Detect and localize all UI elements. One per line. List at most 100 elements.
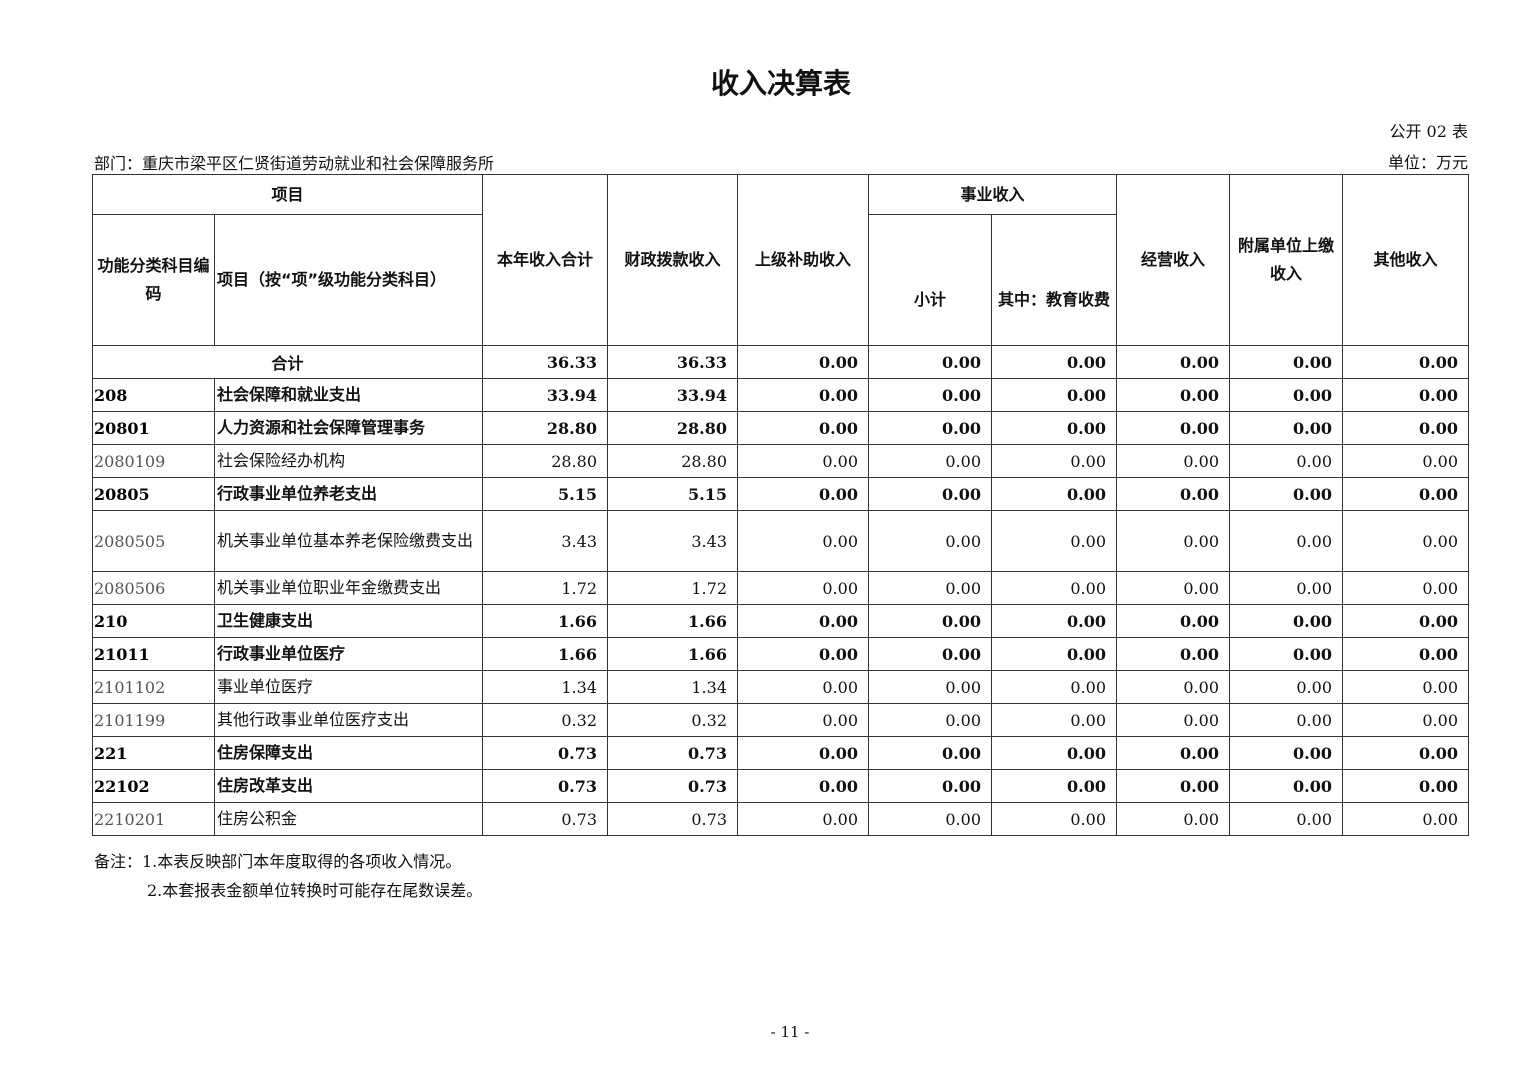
row-value: 1.66 xyxy=(482,604,608,638)
row-code: 22102 xyxy=(92,769,215,803)
row-value: 0.00 xyxy=(868,477,992,511)
income-table: 项目 本年收入合计 财政拨款收入 上级补助收入 事业收入 经营收入 附属单位上缴… xyxy=(92,174,1469,836)
row-value: 0.00 xyxy=(1342,670,1469,704)
row-value: 0.00 xyxy=(1116,670,1230,704)
row-value: 0.00 xyxy=(1229,571,1343,605)
note-1: 备注：1.本表反映部门本年度取得的各项收入情况。 xyxy=(94,852,462,871)
row-value: 0.00 xyxy=(737,411,869,445)
row-value: 0.73 xyxy=(482,769,608,803)
row-code: 20801 xyxy=(92,411,215,445)
table-row: 21011 行政事业单位医疗 1.66 1.66 0.00 0.00 0.00 0.00 0.0… xyxy=(92,637,1469,671)
row-value: 0.00 xyxy=(737,703,869,737)
table-row: 2101199 其他行政事业单位医疗支出 0.32 0.32 0.00 0.00 0.00 0… xyxy=(92,703,1469,737)
row-name: 住房公积金 xyxy=(214,802,483,836)
row-value: 1.72 xyxy=(607,571,738,605)
row-name: 人力资源和社会保障管理事务 xyxy=(214,411,483,445)
total-value: 0.00 xyxy=(868,345,992,379)
header-superior: 上级补助收入 xyxy=(737,174,869,346)
header-item: 项目 xyxy=(92,174,483,215)
row-code: 2080505 xyxy=(92,510,215,572)
row-value: 0.00 xyxy=(868,411,992,445)
header-code: 功能分类科目编码 xyxy=(92,214,215,346)
row-value: 0.73 xyxy=(482,802,608,836)
row-value: 0.73 xyxy=(607,736,738,770)
row-value: 1.34 xyxy=(482,670,608,704)
row-value: 0.00 xyxy=(1116,477,1230,511)
row-value: 0.00 xyxy=(1116,378,1230,412)
row-code: 208 xyxy=(92,378,215,412)
total-value: 0.00 xyxy=(1116,345,1230,379)
row-value: 28.80 xyxy=(482,411,608,445)
row-value: 0.00 xyxy=(737,444,869,478)
table-row: 2080505 机关事业单位基本养老保险缴费支出 3.43 3.43 0.00 0.00 0… xyxy=(92,510,1469,572)
header-total: 本年收入合计 xyxy=(482,174,608,346)
page-title: 收入决算表 xyxy=(710,67,851,100)
row-code: 2210201 xyxy=(92,802,215,836)
row-value: 0.00 xyxy=(991,477,1117,511)
row-value: 5.15 xyxy=(482,477,608,511)
header-affiliated: 附属单位上缴收入 xyxy=(1229,174,1343,346)
row-value: 0.00 xyxy=(991,637,1117,671)
total-value: 0.00 xyxy=(737,345,869,379)
row-value: 1.72 xyxy=(482,571,608,605)
row-value: 0.73 xyxy=(482,736,608,770)
table-row: 210 卫生健康支出 1.66 1.66 0.00 0.00 0.00 0.00 0.00 0.0… xyxy=(92,604,1469,638)
row-value: 0.00 xyxy=(991,736,1117,770)
row-value: 0.00 xyxy=(868,802,992,836)
row-value: 0.00 xyxy=(1229,477,1343,511)
row-value: 0.00 xyxy=(1116,604,1230,638)
row-value: 0.00 xyxy=(991,769,1117,803)
row-value: 0.00 xyxy=(737,510,869,572)
row-value: 0.00 xyxy=(1342,477,1469,511)
row-value: 3.43 xyxy=(482,510,608,572)
row-value: 0.00 xyxy=(1342,703,1469,737)
row-value: 0.00 xyxy=(1116,703,1230,737)
row-code: 2101102 xyxy=(92,670,215,704)
row-value: 28.80 xyxy=(607,444,738,478)
row-name: 机关事业单位职业年金缴费支出 xyxy=(214,571,483,605)
row-value: 0.00 xyxy=(991,604,1117,638)
row-value: 3.43 xyxy=(607,510,738,572)
form-number: 公开 02 表 xyxy=(1389,122,1468,141)
total-value: 0.00 xyxy=(1229,345,1343,379)
row-value: 0.00 xyxy=(868,637,992,671)
unit-label: 单位：万元 xyxy=(1387,153,1468,172)
row-name: 其他行政事业单位医疗支出 xyxy=(214,703,483,737)
row-code: 221 xyxy=(92,736,215,770)
row-value: 0.00 xyxy=(1229,444,1343,478)
row-value: 0.00 xyxy=(868,378,992,412)
row-name: 住房改革支出 xyxy=(214,769,483,803)
row-value: 0.00 xyxy=(991,378,1117,412)
row-value: 0.00 xyxy=(1342,444,1469,478)
row-code: 2080506 xyxy=(92,571,215,605)
row-value: 0.00 xyxy=(737,604,869,638)
table-row: 221 住房保障支出 0.73 0.73 0.00 0.00 0.00 0.00 0.00 0.0… xyxy=(92,736,1469,770)
header-business: 事业收入 xyxy=(868,174,1117,215)
row-name: 行政事业单位医疗 xyxy=(214,637,483,671)
total-value: 0.00 xyxy=(1342,345,1469,379)
row-value: 0.00 xyxy=(1342,637,1469,671)
row-code: 2101199 xyxy=(92,703,215,737)
total-label: 合计 xyxy=(92,345,483,379)
row-value: 0.00 xyxy=(1229,604,1343,638)
row-value: 33.94 xyxy=(607,378,738,412)
row-value: 0.00 xyxy=(1229,411,1343,445)
row-value: 0.00 xyxy=(868,736,992,770)
row-value: 0.00 xyxy=(1342,769,1469,803)
row-value: 0.00 xyxy=(1342,604,1469,638)
row-value: 0.00 xyxy=(1342,736,1469,770)
row-value: 0.00 xyxy=(1116,571,1230,605)
row-value: 1.34 xyxy=(607,670,738,704)
total-value: 36.33 xyxy=(482,345,608,379)
row-value: 0.00 xyxy=(868,604,992,638)
note-2: 2.本套报表金额单位转换时可能存在尾数误差。 xyxy=(147,881,483,900)
table-row: 2210201 住房公积金 0.73 0.73 0.00 0.00 0.00 0.00 0.00… xyxy=(92,802,1469,836)
department-label: 部门：重庆市梁平区仁贤街道劳动就业和社会保障服务所 xyxy=(94,154,495,173)
row-value: 28.80 xyxy=(607,411,738,445)
row-name: 社会保险经办机构 xyxy=(214,444,483,478)
row-value: 0.00 xyxy=(1116,510,1230,572)
row-value: 0.00 xyxy=(1342,571,1469,605)
row-value: 0.00 xyxy=(868,670,992,704)
row-value: 0.73 xyxy=(607,802,738,836)
row-name: 机关事业单位基本养老保险缴费支出 xyxy=(214,510,483,572)
